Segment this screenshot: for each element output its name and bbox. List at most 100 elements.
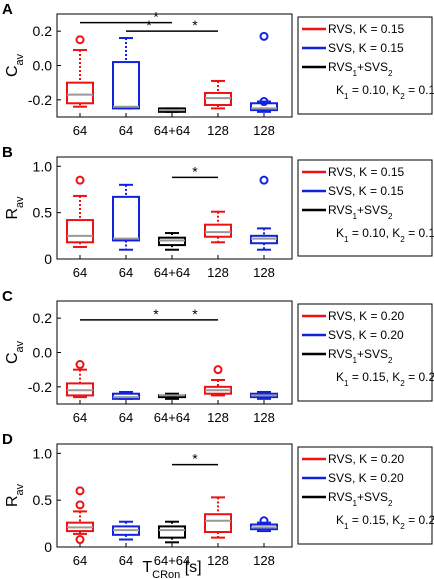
x-tick-label: 64 bbox=[73, 410, 87, 425]
y-tick-label: 0.5 bbox=[33, 205, 53, 221]
x-tick-label: 64 bbox=[73, 123, 87, 138]
legend bbox=[297, 446, 433, 545]
x-tick-label: 128 bbox=[207, 265, 229, 280]
x-tick-label: 128 bbox=[253, 123, 275, 138]
legend-label: RVS, K = 0.15 bbox=[328, 22, 404, 36]
box-rvs bbox=[66, 360, 94, 399]
x-tick-label: 128 bbox=[253, 410, 275, 425]
significance-label: * bbox=[192, 451, 198, 467]
box bbox=[250, 102, 278, 112]
y-axis-label: Rav bbox=[4, 483, 26, 507]
panel-letter: B bbox=[2, 144, 13, 161]
box bbox=[66, 81, 94, 105]
box-rvs bbox=[66, 175, 94, 248]
box bbox=[112, 195, 140, 242]
y-axis-label: Rav bbox=[4, 196, 26, 220]
plot-area bbox=[56, 156, 293, 260]
panel-letter: A bbox=[2, 1, 13, 18]
x-tick-label: 64 bbox=[119, 410, 133, 425]
panel-letter: D bbox=[2, 431, 13, 448]
box-svs bbox=[250, 175, 278, 251]
legend-note: K1 = 0.15, K2 = 0.20 bbox=[336, 370, 434, 388]
legend-note: K1 = 0.10, K2 = 0.15 bbox=[336, 226, 434, 244]
significance-label: * bbox=[153, 306, 159, 322]
box-combined bbox=[158, 520, 186, 544]
significance-label: * bbox=[153, 9, 159, 25]
x-tick-label: 64+64 bbox=[154, 553, 191, 568]
legend bbox=[297, 303, 433, 402]
legend bbox=[297, 16, 433, 115]
significance-label: * bbox=[192, 163, 198, 179]
x-tick-label: 128 bbox=[207, 123, 229, 138]
legend-label: SVS, K = 0.15 bbox=[328, 41, 404, 55]
outlier-point bbox=[259, 175, 269, 185]
y-tick-label: 0.2 bbox=[33, 310, 53, 326]
box-svs bbox=[112, 520, 140, 541]
x-tick-label: 64 bbox=[119, 265, 133, 280]
y-axis-label: Cav bbox=[4, 340, 26, 364]
outlier-point bbox=[259, 31, 269, 41]
y-tick-label: 0.2 bbox=[33, 23, 53, 39]
x-axis-label: TCRon [s] bbox=[142, 559, 201, 579]
x-tick-label: 128 bbox=[207, 410, 229, 425]
x-tick-label: 64 bbox=[119, 553, 133, 568]
x-tick-label: 128 bbox=[253, 265, 275, 280]
box-svs bbox=[112, 183, 140, 251]
box-svs bbox=[112, 390, 140, 400]
x-tick-label: 64+64 bbox=[154, 265, 191, 280]
x-tick-label: 128 bbox=[253, 553, 275, 568]
box-combined bbox=[158, 107, 186, 113]
y-axis-label: Cav bbox=[4, 53, 26, 77]
outlier-point bbox=[75, 535, 85, 545]
box-svs bbox=[250, 31, 278, 113]
legend-label: SVS, K = 0.15 bbox=[328, 184, 404, 198]
outlier-point bbox=[213, 365, 223, 375]
box bbox=[66, 219, 94, 244]
legend-note: K1 = 0.15, K2 = 0.20 bbox=[336, 513, 434, 531]
panel-B: B 1.0 0.5 0 Rav 64 64 64+64 128 128 * RVS, K = 0.15… bbox=[2, 144, 434, 280]
legend-note: K1 = 0.10, K2 = 0.15 bbox=[336, 83, 434, 101]
legend-label: SVS, K = 0.20 bbox=[328, 328, 404, 342]
y-tick-label: 1.0 bbox=[33, 445, 53, 461]
x-tick-label: 64+64 bbox=[154, 410, 191, 425]
plot-area bbox=[56, 443, 293, 548]
box-svs bbox=[250, 516, 278, 533]
legend bbox=[297, 159, 433, 257]
box bbox=[204, 513, 232, 534]
x-tick-label: 64 bbox=[73, 265, 87, 280]
y-tick-label: 0 bbox=[44, 251, 52, 267]
x-tick-label: 64 bbox=[119, 123, 133, 138]
legend-label: RVS1+SVS2 bbox=[328, 347, 393, 365]
legend-label: RVS1+SVS2 bbox=[328, 490, 393, 508]
outlier-point bbox=[75, 486, 85, 496]
legend-label: RVS1+SVS2 bbox=[328, 60, 393, 78]
y-tick-label: 1.0 bbox=[33, 158, 53, 174]
x-tick-label: 128 bbox=[207, 553, 229, 568]
outlier-point bbox=[75, 360, 85, 370]
box-combined bbox=[158, 392, 186, 400]
y-tick-label: 0.5 bbox=[33, 492, 53, 508]
box-combined bbox=[158, 232, 186, 251]
x-tick-label: 64 bbox=[73, 553, 87, 568]
outlier-point bbox=[75, 35, 85, 45]
legend-label: RVS, K = 0.20 bbox=[328, 452, 404, 466]
box-rvs bbox=[66, 486, 94, 545]
y-tick-label: -0.2 bbox=[28, 92, 52, 108]
x-tick-label: 64+64 bbox=[154, 123, 191, 138]
box-rvs bbox=[204, 365, 232, 397]
y-tick-label: 0 bbox=[44, 539, 52, 555]
legend-label: RVS1+SVS2 bbox=[328, 203, 393, 221]
legend-label: RVS, K = 0.15 bbox=[328, 165, 404, 179]
y-tick-label: 0.0 bbox=[33, 58, 53, 74]
box-rvs bbox=[204, 79, 232, 110]
box bbox=[112, 61, 140, 110]
panel-D: D 1.0 0.5 0 Rav 64 64 64+64 128 128 * RVS, K = 0.20… bbox=[2, 431, 434, 568]
significance-label: * bbox=[192, 306, 198, 322]
outlier-point bbox=[75, 500, 85, 510]
box bbox=[204, 223, 232, 238]
box-rvs bbox=[204, 210, 232, 244]
panel-letter: C bbox=[2, 288, 13, 305]
box bbox=[158, 525, 186, 539]
